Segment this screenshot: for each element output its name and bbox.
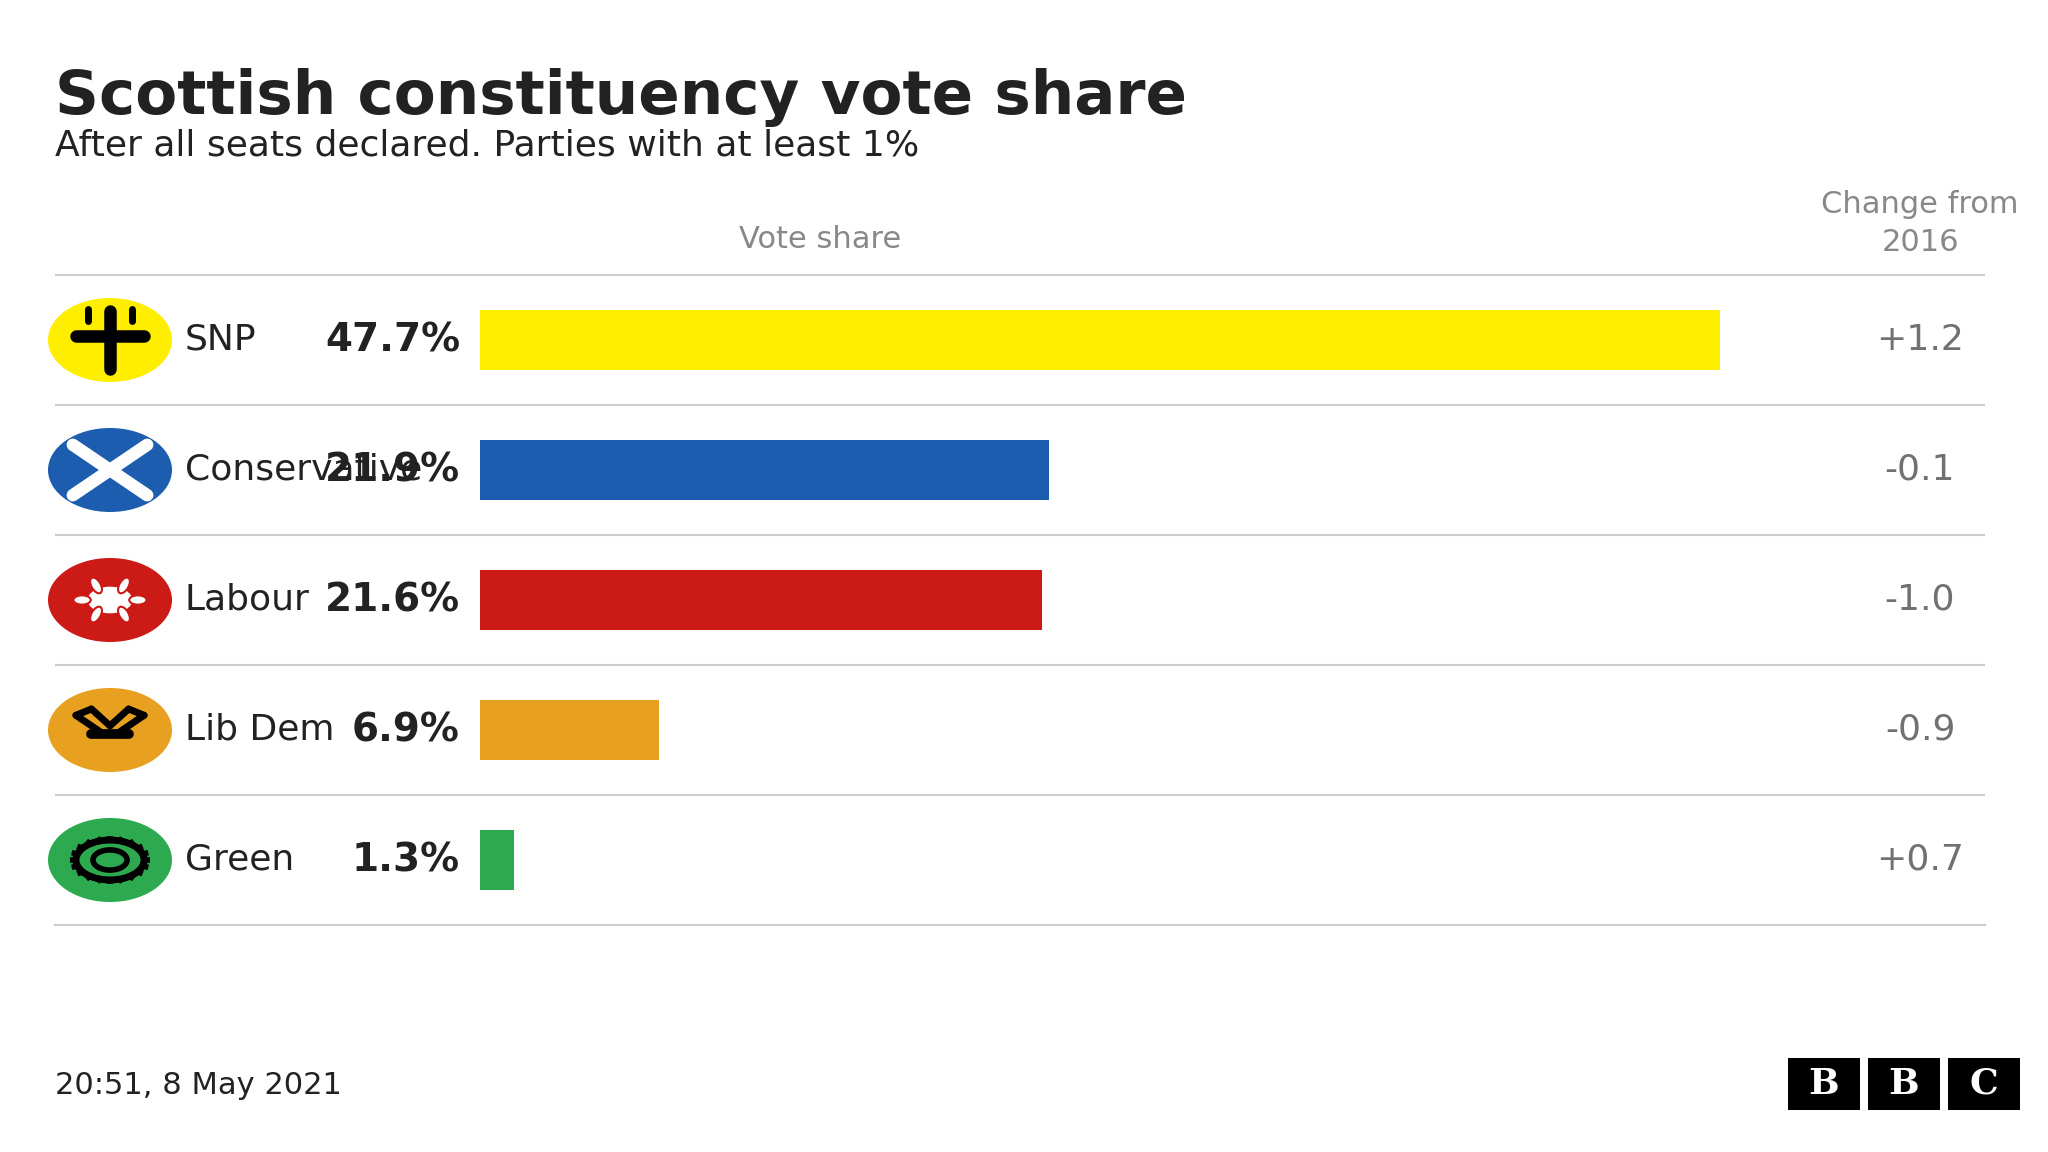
Text: C: C [1970,1067,1999,1101]
Text: Lib Dem: Lib Dem [184,713,334,746]
Text: Scottish constituency vote share: Scottish constituency vote share [55,68,1188,127]
Text: -0.1: -0.1 [1884,453,1956,487]
Text: Labour: Labour [184,583,309,617]
Ellipse shape [90,577,102,593]
Text: Conservative: Conservative [184,453,422,487]
Text: 21.6%: 21.6% [326,581,461,619]
Ellipse shape [47,558,172,642]
Ellipse shape [47,818,172,902]
Text: Change from
2016: Change from 2016 [1821,190,2019,257]
Text: 20:51, 8 May 2021: 20:51, 8 May 2021 [55,1071,342,1100]
Text: 6.9%: 6.9% [352,711,461,749]
Bar [1948,1058,2019,1111]
Ellipse shape [119,577,129,593]
Text: Green: Green [184,843,295,877]
Text: 21.9%: 21.9% [326,450,461,488]
Text: +1.2: +1.2 [1876,323,1964,357]
Ellipse shape [47,429,172,511]
Bar [479,700,659,760]
Text: Vote share: Vote share [739,225,901,253]
Text: -0.9: -0.9 [1884,713,1956,746]
Ellipse shape [129,596,147,605]
Text: SNP: SNP [184,323,256,357]
Ellipse shape [47,688,172,772]
Text: B: B [1808,1067,1839,1101]
Text: -1.0: -1.0 [1884,583,1956,617]
Text: 47.7%: 47.7% [326,321,461,359]
Text: After all seats declared. Parties with at least 1%: After all seats declared. Parties with a… [55,128,920,162]
Bar [1868,1058,1939,1111]
Text: B: B [1888,1067,1919,1101]
Bar [479,310,1720,370]
Bar [479,829,514,890]
Ellipse shape [119,607,129,622]
Bar [1788,1058,1860,1111]
Ellipse shape [90,607,102,622]
Bar [479,440,1049,500]
Text: +0.7: +0.7 [1876,843,1964,877]
Ellipse shape [74,596,90,605]
Bar [479,570,1042,630]
Ellipse shape [47,298,172,382]
Text: 1.3%: 1.3% [352,841,461,879]
Ellipse shape [88,588,131,613]
